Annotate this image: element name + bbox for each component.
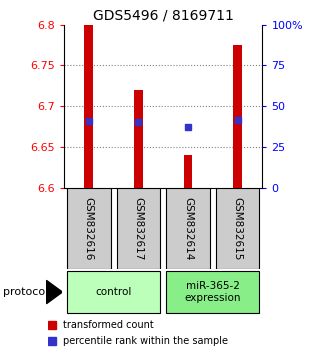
- Bar: [84, 25, 93, 188]
- Text: percentile rank within the sample: percentile rank within the sample: [63, 336, 228, 346]
- Text: GSM832614: GSM832614: [183, 196, 193, 260]
- Bar: [134, 90, 143, 188]
- Bar: [166, 271, 260, 313]
- Title: GDS5496 / 8169711: GDS5496 / 8169711: [93, 8, 234, 22]
- Bar: [67, 271, 160, 313]
- Bar: [216, 188, 260, 269]
- Bar: [116, 188, 160, 269]
- Text: GSM832615: GSM832615: [233, 196, 243, 260]
- Text: GSM832617: GSM832617: [133, 196, 143, 260]
- Bar: [233, 45, 242, 188]
- Bar: [184, 155, 192, 188]
- Text: transformed count: transformed count: [63, 320, 154, 330]
- Text: miR-365-2
expression: miR-365-2 expression: [185, 281, 241, 303]
- Text: protocol: protocol: [3, 287, 48, 297]
- Bar: [67, 188, 111, 269]
- Text: GSM832616: GSM832616: [84, 196, 94, 260]
- Bar: [166, 188, 210, 269]
- Polygon shape: [46, 280, 62, 304]
- Text: control: control: [95, 287, 132, 297]
